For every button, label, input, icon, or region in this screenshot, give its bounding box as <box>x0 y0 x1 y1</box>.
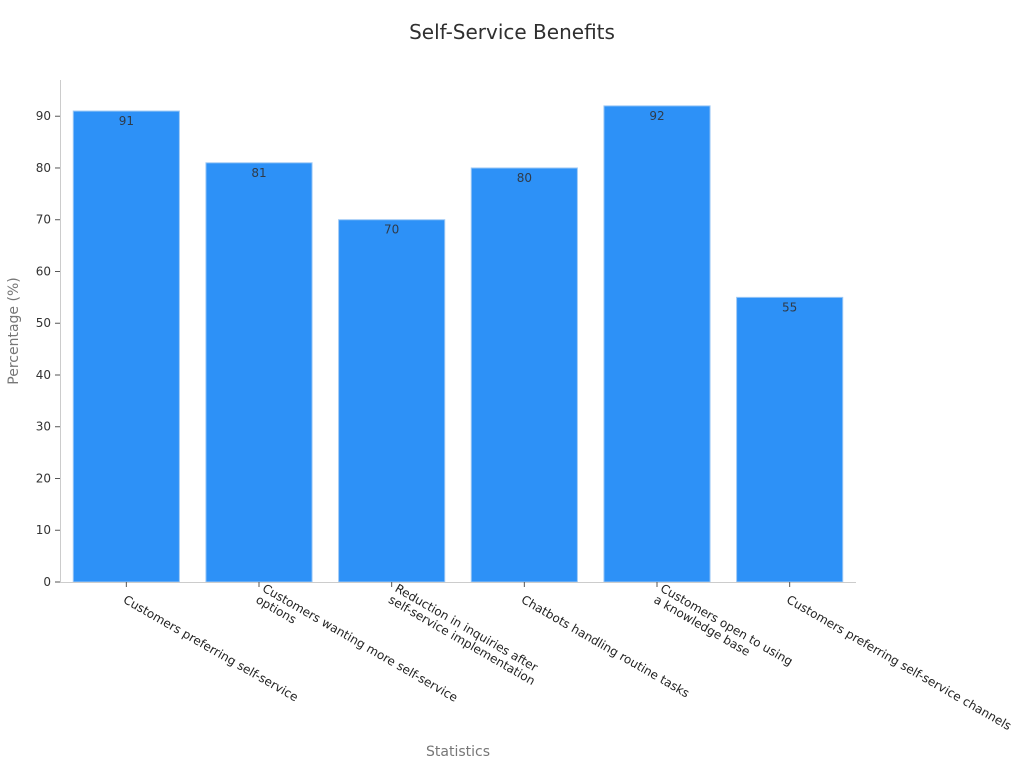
bar <box>470 167 578 583</box>
x-tick-label-line: Customers open to using <box>658 581 795 668</box>
y-tick-label: 40 <box>36 368 51 382</box>
bar <box>338 219 446 583</box>
y-tick-label: 60 <box>36 264 51 278</box>
chart-title: Self-Service Benefits <box>409 20 615 44</box>
x-tick-label-line: Reduction in inquiries after <box>393 581 540 674</box>
x-tick-label-line: Customers preferring self-service channe… <box>784 592 1014 733</box>
y-tick-label: 20 <box>36 471 51 485</box>
bar <box>72 110 180 583</box>
x-ticks: Customers preferring self-serviceCustome… <box>121 581 1014 733</box>
data-label: 81 <box>251 166 266 180</box>
bar <box>736 296 844 583</box>
y-tick-label: 90 <box>36 109 51 123</box>
bar <box>205 162 313 583</box>
data-label: 55 <box>782 300 797 314</box>
y-tick-label: 70 <box>36 213 51 227</box>
y-tick-label: 30 <box>36 420 51 434</box>
y-axis-title: Percentage (%) <box>6 277 22 384</box>
data-label: 91 <box>119 114 134 128</box>
data-label: 70 <box>384 223 399 237</box>
x-tick-label: Customers preferring self-service channe… <box>784 592 1014 733</box>
y-tick-label: 80 <box>36 161 51 175</box>
data-label: 80 <box>517 171 532 185</box>
x-axis-title: Statistics <box>426 744 490 760</box>
bars-layer <box>72 105 844 583</box>
y-tick-label: 0 <box>43 575 51 589</box>
y-tick-label: 50 <box>36 316 51 330</box>
y-tick-label: 10 <box>36 523 51 537</box>
bar <box>603 105 711 583</box>
y-ticks: 0 10 20 30 40 50 60 70 80 90 <box>36 109 60 589</box>
data-label: 92 <box>649 109 664 123</box>
value-labels: 91 81 70 80 92 55 <box>119 109 798 314</box>
axes-layer <box>60 80 856 583</box>
